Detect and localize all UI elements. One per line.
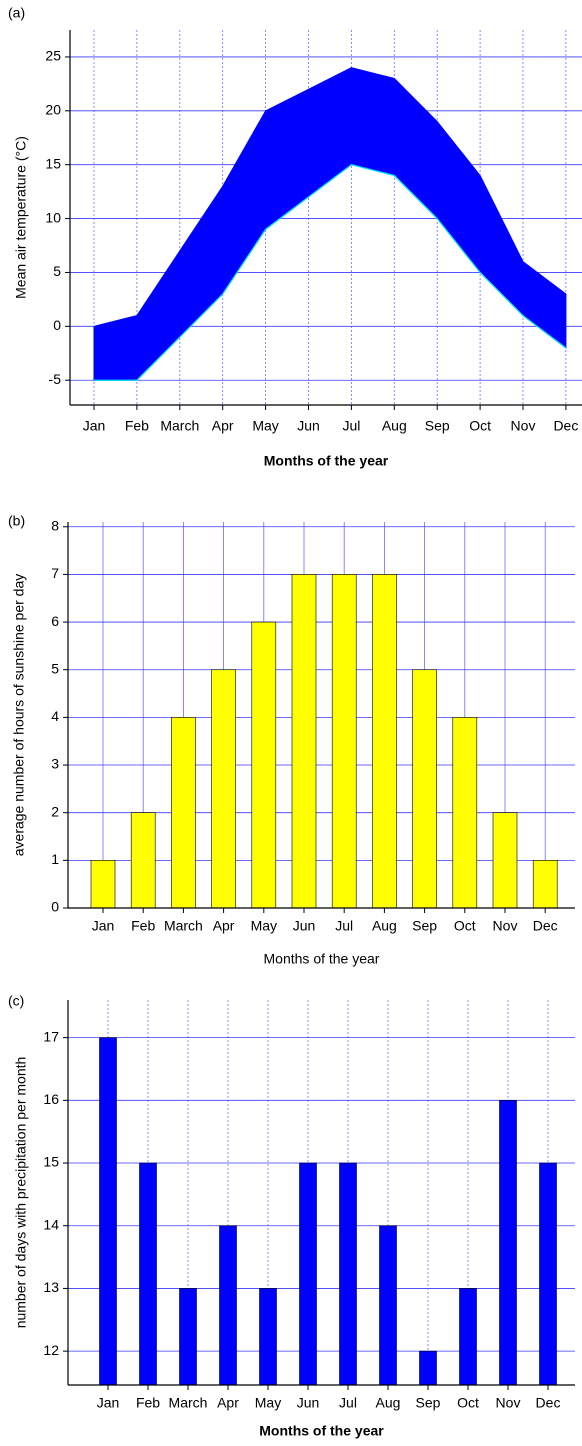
x-tick-label: Feb <box>125 418 149 434</box>
bar <box>171 717 196 909</box>
x-tick-label: Dec <box>536 1395 561 1411</box>
x-tick-label: May <box>252 418 278 434</box>
x-tick-label: May <box>251 918 277 934</box>
y-tick-label: 5 <box>53 263 61 279</box>
bar <box>419 1350 437 1386</box>
x-tick-label: Jun <box>293 918 316 934</box>
y-tick-label: 6 <box>51 613 59 629</box>
bar <box>179 1288 197 1386</box>
bar <box>331 574 357 909</box>
bar <box>492 812 518 909</box>
x-tick-label: Sep <box>412 918 437 934</box>
x-tick-label: Apr <box>213 918 235 934</box>
x-tick-label: Jan <box>92 918 115 934</box>
bar <box>211 669 236 909</box>
y-axis-title: number of days with precipitation per mo… <box>13 1057 29 1329</box>
bar <box>251 621 277 909</box>
bar <box>412 669 437 909</box>
y-tick-label: 3 <box>51 756 59 772</box>
bar <box>299 1162 317 1386</box>
bar <box>130 812 156 909</box>
x-tick-label: Nov <box>496 1395 521 1411</box>
x-tick-label: Jul <box>342 418 360 434</box>
x-tick-label: Apr <box>212 418 234 434</box>
x-tick-label: Dec <box>533 918 558 934</box>
y-tick-label: 8 <box>51 517 59 533</box>
y-tick-label: 7 <box>51 565 59 581</box>
x-tick-label: Apr <box>217 1395 239 1411</box>
x-tick-label: Sep <box>416 1395 441 1411</box>
x-tick-label: Nov <box>493 918 518 934</box>
panel-label: (b) <box>8 513 25 529</box>
x-tick-label: Jan <box>97 1395 120 1411</box>
x-tick-label: March <box>160 418 199 434</box>
y-tick-label: 15 <box>43 1154 59 1170</box>
x-tick-label: Jul <box>339 1395 357 1411</box>
x-tick-label: Dec <box>553 418 578 434</box>
x-tick-label: Oct <box>469 418 491 434</box>
bar <box>372 574 397 909</box>
x-axis-title: Months of the year <box>259 1423 384 1439</box>
x-tick-label: Jul <box>335 918 353 934</box>
x-tick-label: Aug <box>376 1395 401 1411</box>
x-tick-label: Jun <box>297 1395 320 1411</box>
x-tick-label: Feb <box>131 918 155 934</box>
x-tick-label: Oct <box>457 1395 479 1411</box>
bar <box>379 1225 397 1386</box>
y-tick-label: 20 <box>45 102 61 118</box>
bar <box>259 1288 277 1386</box>
y-tick-label: 4 <box>51 708 59 724</box>
bar <box>219 1225 237 1386</box>
y-tick-label: 0 <box>51 899 59 915</box>
x-tick-label: Jun <box>297 418 320 434</box>
y-axis-title: average number of hours of sunshine per … <box>11 574 27 857</box>
bar <box>499 1100 517 1386</box>
y-tick-label: 17 <box>43 1028 59 1044</box>
x-tick-label: March <box>164 918 203 934</box>
panel-label: (a) <box>8 5 25 21</box>
y-tick-label: 25 <box>45 48 61 64</box>
y-tick-label: -5 <box>49 371 62 387</box>
bar <box>539 1162 557 1386</box>
lower-edge <box>94 164 567 381</box>
bar <box>139 1162 157 1386</box>
x-tick-label: Jan <box>83 418 106 434</box>
y-tick-label: 14 <box>43 1216 59 1232</box>
x-tick-label: Feb <box>136 1395 160 1411</box>
y-tick-label: 1 <box>51 851 59 867</box>
y-tick-label: 5 <box>51 660 59 676</box>
y-tick-label: 0 <box>53 317 61 333</box>
bar <box>90 860 116 909</box>
y-tick-label: 16 <box>43 1091 59 1107</box>
bar <box>291 574 317 909</box>
x-tick-label: March <box>169 1395 208 1411</box>
y-tick-label: 10 <box>45 209 61 225</box>
y-axis-title: Mean air temperature (°C) <box>13 136 29 299</box>
bar <box>452 717 478 909</box>
x-tick-label: May <box>255 1395 281 1411</box>
y-tick-label: 2 <box>51 803 59 819</box>
y-tick-label: 12 <box>43 1342 59 1358</box>
bar <box>459 1288 477 1386</box>
x-tick-label: Aug <box>382 418 407 434</box>
x-tick-label: Oct <box>454 918 476 934</box>
y-tick-label: 15 <box>45 155 61 171</box>
temperature-range <box>93 67 567 381</box>
x-tick-label: Sep <box>425 418 450 434</box>
x-tick-label: Nov <box>511 418 536 434</box>
x-tick-label: Aug <box>372 918 397 934</box>
x-axis-title: Months of the year <box>264 453 389 469</box>
x-axis-title: Months of the year <box>264 951 380 967</box>
bar <box>99 1037 117 1386</box>
bar <box>339 1162 357 1386</box>
y-tick-label: 13 <box>43 1279 59 1295</box>
bar <box>532 860 558 909</box>
panel-label: (c) <box>8 993 24 1009</box>
